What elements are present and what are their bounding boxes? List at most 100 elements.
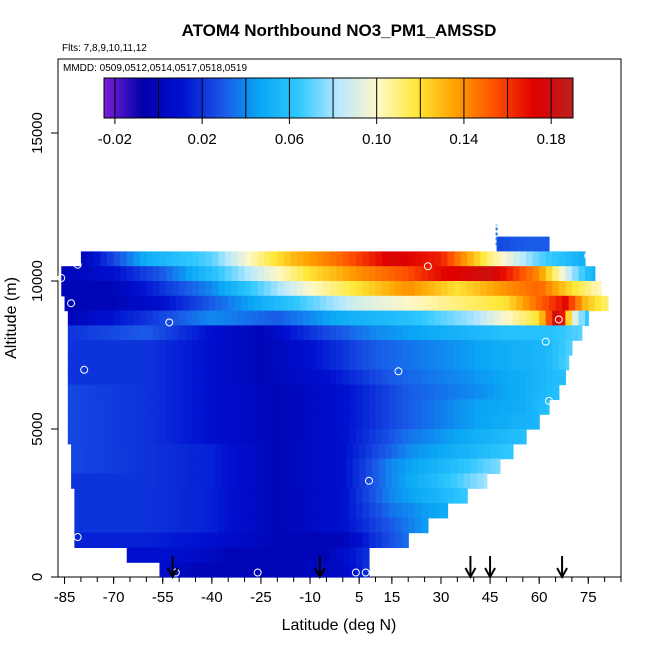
heatmap-cell [143,295,151,312]
heatmap-cell [94,251,102,267]
heatmap-cell [152,503,161,519]
heatmap-cell [260,473,269,489]
heatmap-cell [421,355,429,371]
heatmap-cell [450,473,458,489]
heatmap-cell [434,414,442,430]
colorbar-segment [426,78,430,118]
heatmap-cell [418,295,426,312]
heatmap-cell [303,384,311,400]
heatmap-cell [94,429,102,445]
heatmap-cell [588,295,596,312]
heatmap-cell [100,503,108,519]
heatmap-cell [486,429,494,445]
heatmap-cell [545,310,553,326]
heatmap-cell [139,310,147,326]
heatmap-cell [532,355,540,371]
heatmap-cell [126,517,134,534]
heatmap-cell [94,488,102,504]
heatmap-cell [188,458,197,474]
heatmap-cell [120,310,128,326]
heatmap-cell [231,532,239,548]
heatmap-cell [296,251,305,267]
heatmap-cell [74,503,82,519]
heatmap-cell [414,399,422,415]
heatmap-cell [205,325,213,341]
heatmap-cell [434,503,442,519]
colorbar-segment [391,78,395,118]
heatmap-cell [421,310,429,326]
colorbar-segment [493,78,498,118]
heatmap-cell [211,340,219,356]
heatmap-cell [431,458,439,474]
heatmap-cell [303,562,311,578]
heatmap-cell [310,488,318,504]
heatmap-cell [238,399,246,415]
heatmap-cell [473,384,481,400]
heatmap-cell [231,488,239,504]
heatmap-cell [166,266,174,282]
colorbar-segment [329,78,334,118]
heatmap-cell [395,325,403,341]
heatmap-cell [493,355,501,371]
heatmap-cell [404,295,413,312]
heatmap-cell [319,295,328,312]
colorbar-segment [282,78,287,118]
heatmap-cell [185,281,193,297]
heatmap-cell [283,266,291,282]
heatmap-cell [486,310,494,326]
heatmap-cell [493,384,501,400]
heatmap-cell [126,251,134,267]
colorbar-segment [232,78,237,118]
heatmap-cell [270,429,278,445]
heatmap-cell [499,310,508,326]
heatmap-cell [310,532,318,548]
heatmap-cell [326,295,334,312]
colorbar-segment [209,78,213,118]
heatmap-cell [234,295,242,312]
heatmap-cell [192,517,200,534]
x-axis: -85 -70 -55 -40 -25 -10 5 15 30 45 60 75 [54,577,622,606]
heatmap-cell [483,473,488,489]
heatmap-cell [283,517,291,534]
heatmap-cell [130,295,138,312]
colorbar-segment [356,78,360,118]
heatmap-cell [503,295,511,312]
heatmap-cell [274,443,282,460]
colorbar-segment [218,78,222,118]
heatmap-cell [388,369,396,386]
heatmap-cell [509,443,514,460]
heatmap-cell [447,325,455,341]
heatmap-cell [545,325,553,341]
heatmap-cell [329,399,337,415]
heatmap-cell [133,532,141,548]
heatmap-cell [277,562,285,578]
heatmap-cell [74,399,82,415]
heatmap-cell [532,266,540,282]
heatmap-cell [198,532,206,548]
heatmap-cell [499,414,508,430]
heatmap-cell [454,369,462,386]
heatmap-cell [552,325,560,341]
heatmap-cell [329,355,337,371]
heatmap-cell [296,369,305,386]
heatmap-cell [316,355,324,371]
heatmap-cell [355,532,364,548]
colorbar-segment [183,78,187,118]
heatmap-cell [152,414,161,430]
heatmap-cell [277,281,285,297]
colorbar-segment [309,78,313,118]
heatmap-cell [156,295,164,312]
heatmap-cell [434,488,442,504]
heatmap-cell [264,488,272,504]
heatmap-cell [192,429,200,445]
heatmap-cell [94,325,102,341]
heatmap-cell [283,325,291,341]
heatmap-cell [107,355,115,371]
heatmap-cell [224,281,233,297]
heatmap-cell [316,325,324,341]
heatmap-cell [516,236,524,252]
heatmap-cell [391,295,400,312]
heatmap-cell [211,281,219,297]
heatmap-cell [454,399,462,415]
heatmap-cell [506,325,514,341]
